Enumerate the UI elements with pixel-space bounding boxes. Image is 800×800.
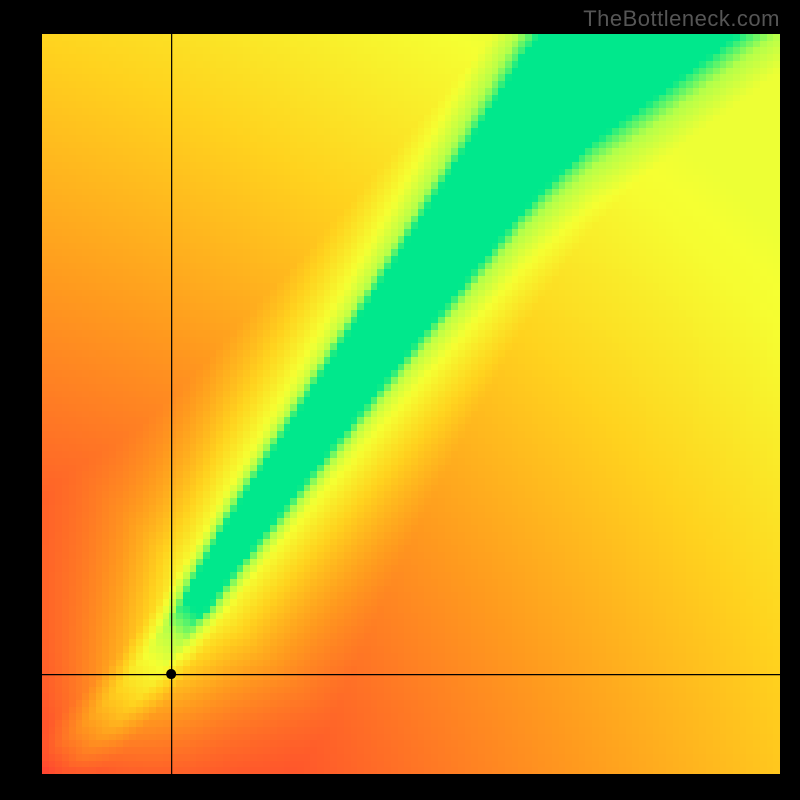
chart-container: TheBottleneck.com: [0, 0, 800, 800]
watermark-label: TheBottleneck.com: [583, 6, 780, 32]
bottleneck-heatmap: [42, 34, 780, 774]
